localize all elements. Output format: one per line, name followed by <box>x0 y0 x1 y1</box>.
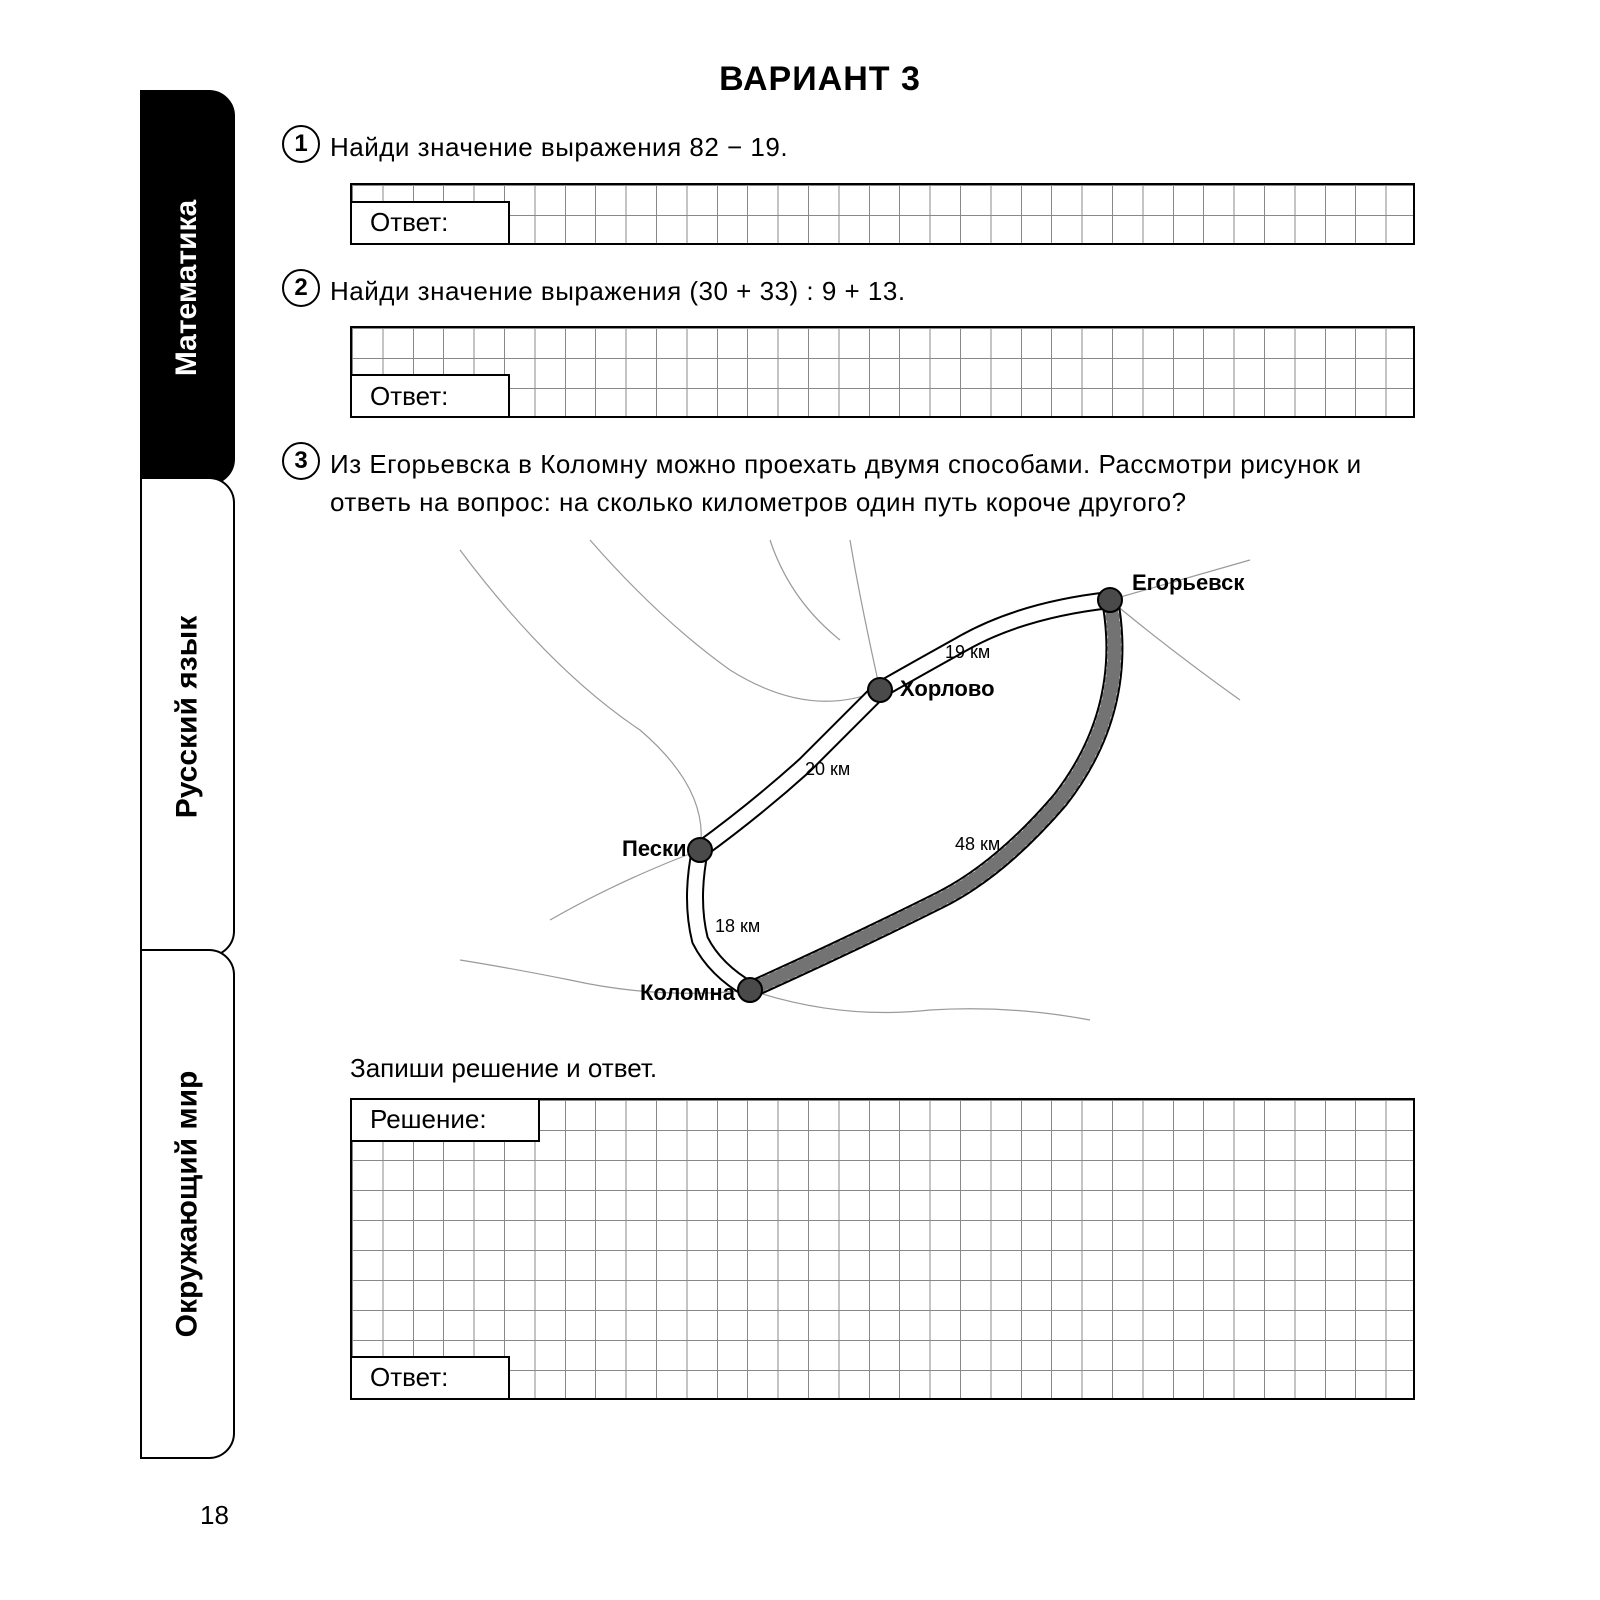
page-content: ВАРИАНТ 3 1 Найди значение выражения 82 … <box>190 60 1450 1422</box>
svg-text:Коломна: Коломна <box>640 980 736 1005</box>
page-number: 18 <box>200 1500 229 1531</box>
svg-text:Хорлово: Хорлово <box>900 676 995 701</box>
question-2: 2 Найди значение выражения (30 + 33) : 9… <box>190 273 1450 419</box>
svg-text:Пески: Пески <box>622 836 687 861</box>
question-3: 3 Из Егорьевска в Коломну можно проехать… <box>190 446 1450 1399</box>
question-number: 1 <box>282 125 320 163</box>
answer-grid-1[interactable]: Ответ: <box>350 183 1415 245</box>
page-title: ВАРИАНТ 3 <box>190 60 1450 99</box>
svg-text:Егорьевск: Егорьевск <box>1132 570 1245 595</box>
solution-grid[interactable]: Решение: Ответ: <box>350 1098 1415 1400</box>
answer-label: Ответ: <box>350 201 510 245</box>
question-number: 2 <box>282 269 320 307</box>
question-1: 1 Найди значение выражения 82 − 19. Отве… <box>190 129 1450 245</box>
solution-label: Решение: <box>350 1098 540 1142</box>
svg-text:18 км: 18 км <box>715 916 760 936</box>
svg-text:19 км: 19 км <box>945 642 990 662</box>
svg-text:48 км: 48 км <box>955 834 1000 854</box>
map-svg: Егорьевск Хорлово Пески Коломна 19 км 20 км 18… <box>410 530 1280 1030</box>
question-number: 3 <box>282 442 320 480</box>
route-map: Егорьевск Хорлово Пески Коломна 19 км 20 км 18… <box>410 530 1280 1035</box>
question-text: Из Егорьевска в Коломну можно проехать д… <box>330 446 1450 521</box>
answer-label: Ответ: <box>350 1356 510 1400</box>
answer-label: Ответ: <box>350 374 510 418</box>
question-text: Найди значение выражения 82 − 19. <box>330 129 1450 167</box>
svg-text:20 км: 20 км <box>805 759 850 779</box>
answer-grid-2[interactable]: Ответ: <box>350 326 1415 418</box>
instruction-text: Запиши решение и ответ. <box>350 1053 1450 1084</box>
question-text: Найди значение выражения (30 + 33) : 9 +… <box>330 273 1450 311</box>
